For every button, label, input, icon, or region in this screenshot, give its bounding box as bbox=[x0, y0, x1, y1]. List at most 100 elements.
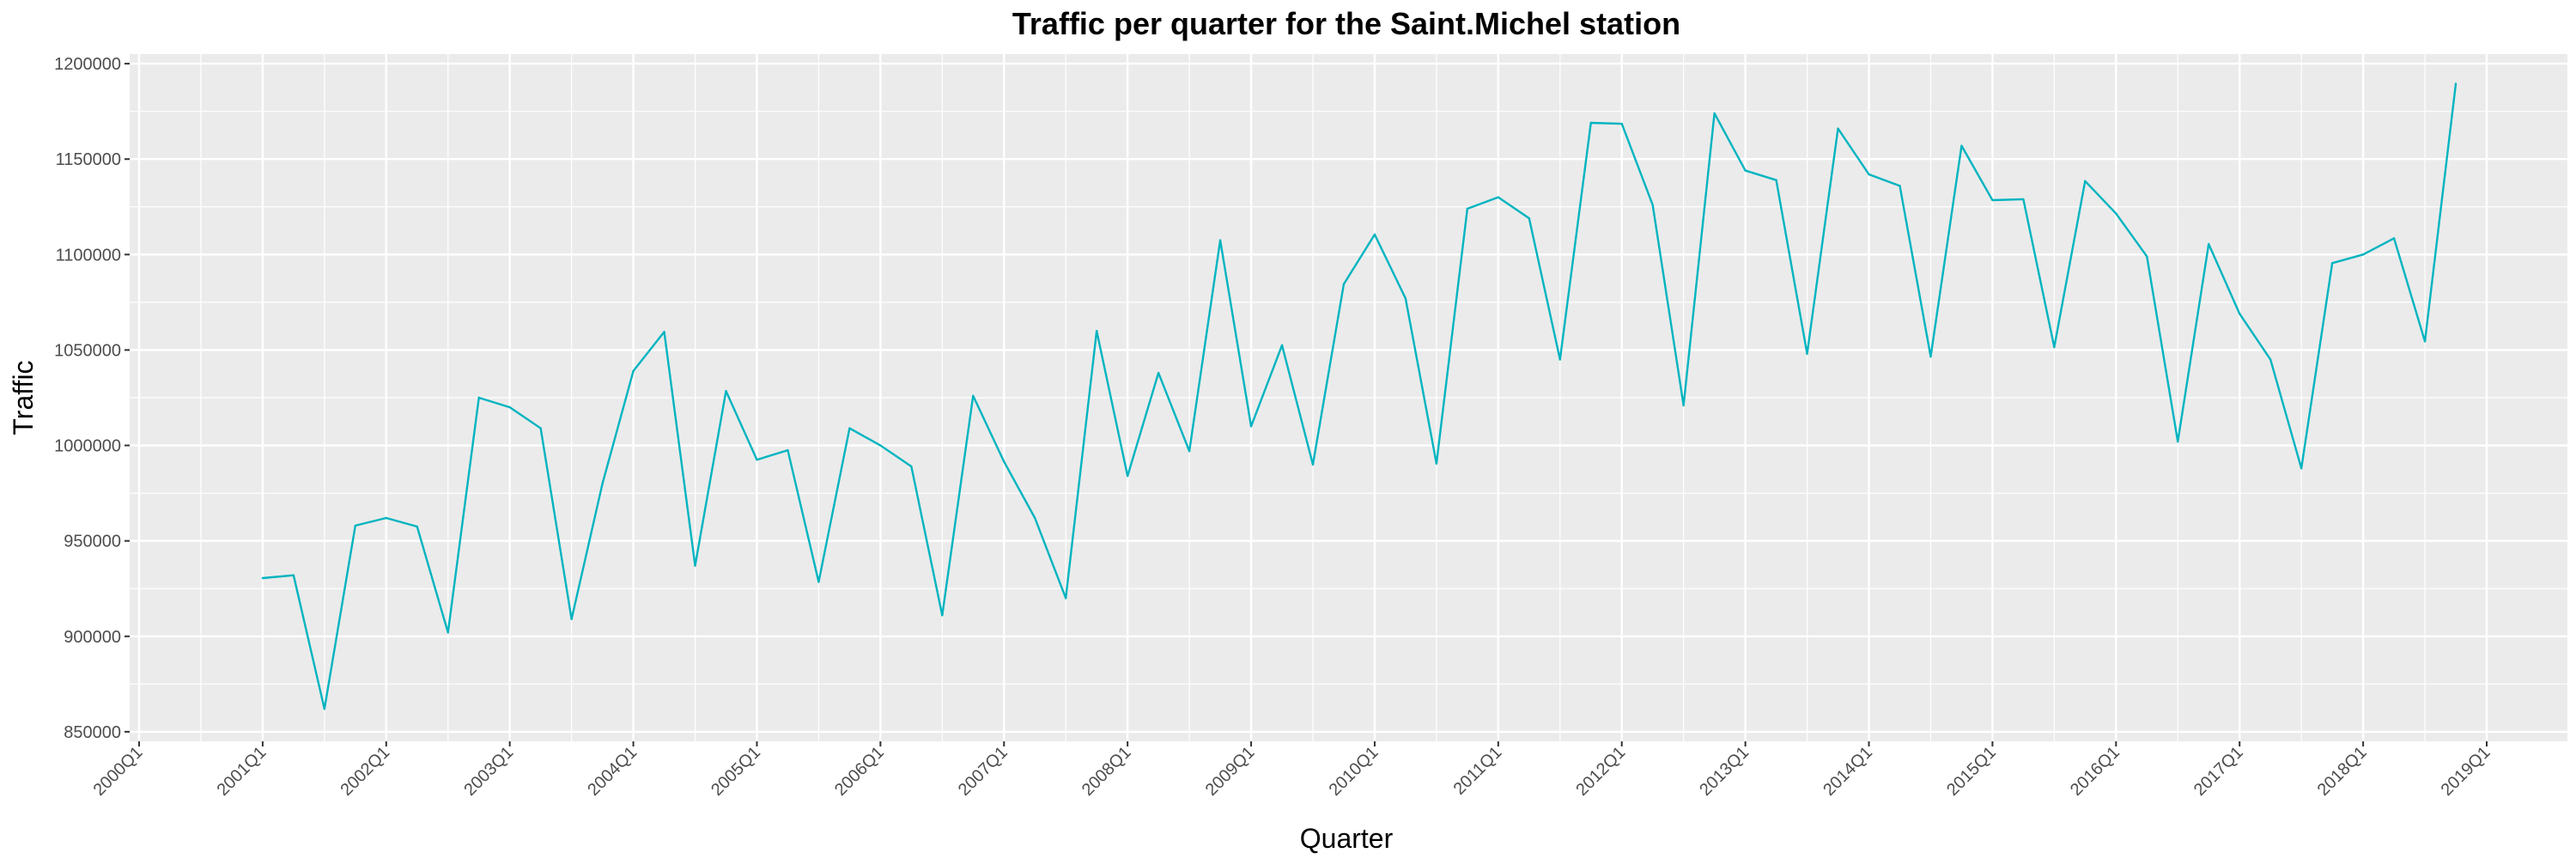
data-point bbox=[817, 581, 820, 583]
data-point bbox=[261, 576, 264, 580]
x-tick-label: 2019Q1 bbox=[2438, 743, 2494, 800]
data-point bbox=[1960, 144, 1963, 147]
x-tick-label: 2008Q1 bbox=[1078, 743, 1135, 800]
data-point bbox=[323, 708, 326, 710]
x-tick-label: 2003Q1 bbox=[460, 743, 517, 800]
x-tick-label: 2002Q1 bbox=[337, 743, 393, 800]
x-tick-label: 2017Q1 bbox=[2190, 743, 2247, 800]
x-tick-label: 2013Q1 bbox=[1696, 743, 1753, 800]
y-tick-label: 1100000 bbox=[56, 246, 121, 265]
data-point bbox=[725, 390, 727, 393]
y-tick-label: 900000 bbox=[64, 628, 121, 647]
x-tick-label: 2014Q1 bbox=[1820, 743, 1876, 800]
series-line bbox=[262, 83, 2458, 710]
data-point bbox=[1620, 122, 1623, 125]
y-axis-title: Traffic bbox=[8, 360, 39, 435]
x-tick-label: 2018Q1 bbox=[2314, 743, 2371, 800]
data-point bbox=[1404, 297, 1407, 300]
data-point bbox=[1589, 121, 1592, 125]
data-point bbox=[2423, 340, 2427, 343]
x-tick-label: 2005Q1 bbox=[708, 743, 764, 800]
data-point bbox=[694, 564, 696, 567]
x-tick-label: 2001Q1 bbox=[214, 743, 270, 800]
data-point bbox=[1373, 233, 1376, 236]
data-point bbox=[972, 394, 975, 397]
data-point bbox=[1744, 169, 1747, 172]
data-point bbox=[1034, 516, 1036, 520]
data-point bbox=[2239, 313, 2241, 315]
data-point bbox=[508, 405, 511, 409]
data-point bbox=[2269, 358, 2272, 361]
data-point bbox=[1280, 344, 1284, 347]
x-tick-label: 2000Q1 bbox=[90, 743, 147, 800]
data-point bbox=[2177, 440, 2179, 443]
y-tick-label: 1050000 bbox=[54, 341, 121, 360]
data-point bbox=[787, 448, 789, 452]
data-point bbox=[1218, 239, 1222, 241]
x-tick-label: 2016Q1 bbox=[2067, 743, 2123, 800]
data-point bbox=[1095, 330, 1098, 332]
data-point bbox=[1157, 371, 1160, 375]
data-point bbox=[2300, 467, 2303, 470]
data-point bbox=[1435, 462, 1438, 465]
data-point bbox=[1311, 463, 1315, 466]
x-tick-label: 2010Q1 bbox=[1326, 743, 1382, 800]
data-point bbox=[941, 614, 944, 617]
data-point bbox=[663, 331, 665, 333]
data-point bbox=[2330, 262, 2334, 265]
data-point bbox=[385, 516, 387, 520]
chart-title: Traffic per quarter for the Saint.Michel… bbox=[1012, 6, 1680, 41]
y-tick-label: 1150000 bbox=[56, 150, 121, 169]
data-point bbox=[1651, 204, 1654, 206]
data-point bbox=[2115, 212, 2117, 215]
data-point bbox=[1837, 127, 1839, 130]
data-point bbox=[1342, 283, 1346, 285]
x-tick-label: 2009Q1 bbox=[1202, 743, 1259, 800]
x-tick-label: 2015Q1 bbox=[1943, 743, 2000, 800]
data-point bbox=[2392, 237, 2396, 240]
data-point bbox=[1497, 196, 1500, 198]
data-point bbox=[1188, 450, 1191, 453]
data-point bbox=[447, 631, 449, 634]
data-point bbox=[910, 465, 913, 468]
data-point bbox=[1899, 185, 1901, 187]
data-point bbox=[1249, 425, 1253, 428]
y-tick-label: 850000 bbox=[64, 723, 121, 742]
x-tick-label: 2011Q1 bbox=[1450, 743, 1506, 799]
data-point bbox=[2084, 180, 2087, 182]
data-point bbox=[1558, 358, 1561, 361]
x-axis: 2000Q1 2001Q1 2002Q1 2003Q1 2004Q1 2005Q1 2006… bbox=[90, 741, 2494, 800]
data-point bbox=[1806, 352, 1808, 356]
grid-lines bbox=[130, 54, 2567, 741]
x-axis-title: Quarter bbox=[1300, 823, 1394, 854]
data-point bbox=[1528, 216, 1531, 220]
data-point bbox=[416, 525, 418, 528]
data-point bbox=[1682, 404, 1685, 407]
data-point bbox=[1126, 474, 1129, 478]
y-tick-label: 1200000 bbox=[54, 55, 121, 74]
data-point bbox=[1466, 207, 1469, 210]
data-point bbox=[1065, 597, 1067, 600]
data-point bbox=[354, 524, 357, 527]
x-tick-label: 2006Q1 bbox=[831, 743, 888, 800]
data-point bbox=[879, 444, 882, 447]
data-point bbox=[1991, 198, 1994, 202]
data-point bbox=[1003, 460, 1005, 463]
x-tick-label: 2004Q1 bbox=[584, 743, 641, 800]
data-point bbox=[539, 427, 542, 430]
data-point bbox=[1775, 179, 1777, 181]
x-tick-label: 2012Q1 bbox=[1572, 743, 1629, 800]
data-point bbox=[2022, 198, 2025, 201]
y-tick-label: 950000 bbox=[64, 533, 121, 551]
data-point bbox=[2208, 242, 2210, 246]
y-tick-label: 1000000 bbox=[54, 437, 121, 456]
data-point bbox=[477, 396, 480, 399]
data-point bbox=[632, 369, 635, 373]
data-point bbox=[2454, 82, 2458, 85]
data-point bbox=[848, 427, 851, 430]
data-point bbox=[2361, 253, 2365, 256]
series-layer bbox=[261, 82, 2458, 710]
y-axis: 850000 900000 950000 1000000 1050000 1100000 1… bbox=[54, 55, 130, 742]
data-point bbox=[292, 574, 295, 576]
